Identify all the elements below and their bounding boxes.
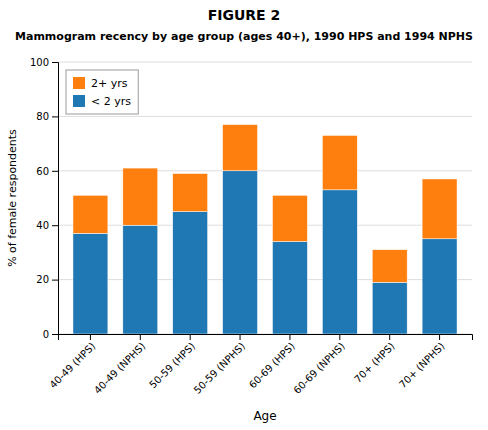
bar [223, 125, 258, 171]
tick-label: 0 [43, 329, 49, 340]
tick-label: 60 [36, 166, 49, 177]
grid-line [58, 116, 472, 117]
x-axis: 40-49 (HPS)40-49 (NPHS)50-59 (HPS)50-59 … [47, 334, 472, 396]
tick-mark [389, 334, 390, 340]
bar [272, 242, 307, 334]
tick-label: 40 [36, 220, 49, 231]
tick: 60-69 (HPS) [247, 334, 297, 391]
tick-label: 70+ (NPHS) [397, 340, 447, 390]
tick-label: 70+ (HPS) [352, 340, 397, 385]
bar [173, 174, 208, 212]
tick: 50-59 (NPHS) [192, 334, 248, 396]
tick: 40-49 (NPHS) [92, 334, 148, 396]
legend: 2+ yrs < 2 yrs [66, 70, 138, 114]
legend-label: 2+ yrs [91, 77, 128, 90]
axis-line [52, 63, 59, 335]
grid-line [58, 170, 472, 171]
bars [73, 125, 457, 334]
bar [123, 225, 158, 334]
bar [173, 212, 208, 334]
bar [73, 195, 108, 233]
grid-line [58, 279, 472, 280]
tick-mark [52, 171, 58, 172]
bar [272, 195, 307, 241]
grid-line [58, 62, 472, 63]
tick: 60-69 (NPHS) [291, 334, 347, 396]
tick: 40 [36, 220, 58, 231]
tick: 40-49 (HPS) [47, 334, 97, 391]
tick: 70+ (HPS) [352, 334, 397, 385]
bar [322, 135, 357, 189]
y-axis: 0 20 40 60 80 100 [30, 57, 59, 340]
tick: 70+ (NPHS) [397, 334, 447, 390]
legend-swatch [73, 77, 85, 89]
tick-mark [439, 334, 440, 340]
bar [372, 250, 407, 283]
tick-label: 40-49 (HPS) [47, 340, 97, 390]
bar [422, 179, 457, 239]
bar [123, 168, 158, 225]
tick: 20 [36, 274, 58, 285]
legend-entry: < 2 yrs [73, 95, 131, 108]
legend-label: < 2 yrs [91, 95, 131, 108]
tick-mark [52, 334, 58, 335]
tick: 50-59 (HPS) [147, 334, 197, 391]
bar [422, 239, 457, 334]
tick-mark [52, 116, 58, 117]
tick-label: 100 [30, 57, 49, 68]
tick: 60 [36, 166, 58, 177]
legend-box [66, 70, 138, 114]
tick-mark [52, 62, 58, 63]
bar [73, 233, 108, 334]
bar [223, 171, 258, 334]
tick: 0 [43, 329, 58, 340]
plot: 02040608010040-49 (HPS)40-49 (NPHS)50-59… [6, 57, 473, 423]
tick-mark [289, 334, 290, 340]
tick: 100 [30, 57, 58, 68]
bar [322, 190, 357, 334]
series [73, 125, 457, 283]
x-axis-title: Age [253, 409, 276, 423]
chart: FIGURE 2 Mammogram recency by age group (… [0, 0, 488, 430]
tick-mark [339, 334, 340, 340]
tick-label: 20 [36, 274, 49, 285]
bar [372, 282, 407, 334]
grid-line [58, 225, 472, 226]
tick-label: 80 [36, 111, 49, 122]
subtitle: Mammogram recency by age group (ages 40+… [15, 30, 473, 43]
tick: 80 [36, 111, 58, 122]
tick-label: 60-69 (NPHS) [291, 340, 347, 396]
tick-mark [52, 225, 58, 226]
tick-label: 60-69 (HPS) [247, 340, 297, 390]
title: FIGURE 2 [208, 7, 281, 23]
tick-mark [52, 280, 58, 281]
legend-swatch [73, 95, 85, 107]
legend-entry: 2+ yrs [73, 77, 128, 90]
tick-mark [140, 334, 141, 340]
y-axis-title: % of female respondents [6, 129, 19, 267]
tick-label: 50-59 (NPHS) [192, 340, 248, 396]
tick-label: 50-59 (HPS) [147, 340, 197, 390]
tick-mark [240, 334, 241, 340]
grid [58, 62, 472, 334]
tick-mark [90, 334, 91, 340]
tick-label: 40-49 (NPHS) [92, 340, 148, 396]
tick-mark [190, 334, 191, 340]
axis-line [59, 335, 473, 341]
